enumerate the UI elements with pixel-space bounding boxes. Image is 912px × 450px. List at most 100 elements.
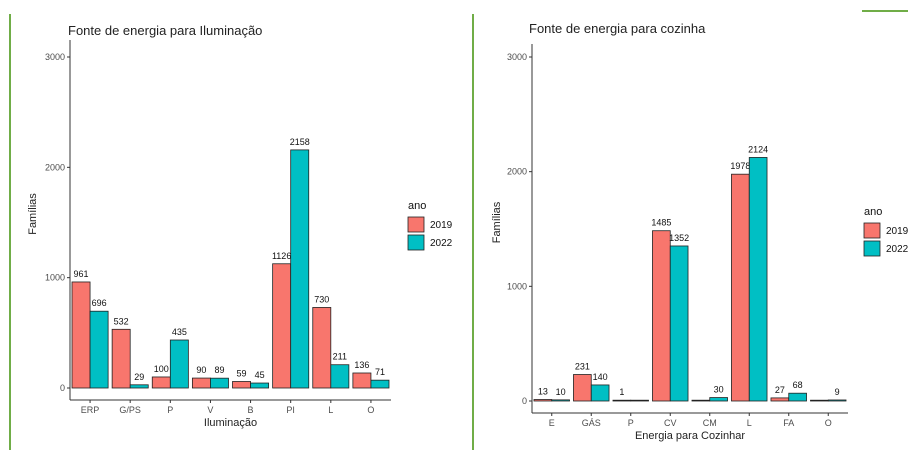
bar-2019 — [111, 328, 131, 389]
lighting-chart: Fonte de energia para Iluminação 0 1000 200… — [27, 23, 453, 429]
x-tick-label: FA — [783, 418, 794, 428]
bar-2019 — [352, 372, 372, 389]
y-tick-label: 2000 — [507, 167, 527, 177]
x-tick-label: CM — [703, 418, 717, 428]
bar-2019 — [612, 399, 632, 402]
bar-2019 — [533, 399, 553, 402]
x-tick-label: B — [248, 405, 254, 415]
y-axis-title: Famílias — [27, 193, 39, 235]
data-label: 1126 — [272, 251, 291, 261]
legend-label-2019: 2019 — [430, 220, 453, 231]
y-tick-label: 1000 — [507, 281, 527, 291]
bar-2019 — [810, 399, 829, 402]
data-label: 1978 — [730, 161, 750, 171]
bar-2019 — [312, 307, 332, 389]
data-label: 90 — [196, 365, 206, 375]
y-tick-label: 1000 — [45, 273, 65, 283]
bar-2022 — [129, 384, 149, 389]
data-label: 730 — [314, 294, 329, 304]
bar-2022 — [250, 382, 270, 389]
top-right-accent-line — [862, 10, 908, 12]
data-label: 211 — [333, 352, 347, 362]
data-label: 140 — [593, 372, 608, 382]
bar-2019 — [151, 376, 171, 389]
data-label: 29 — [134, 372, 144, 382]
data-label: 10 — [556, 387, 566, 397]
data-label: 532 — [114, 316, 129, 326]
y-tick-label: 0 — [60, 383, 65, 393]
bar-2022 — [709, 397, 728, 402]
data-label: 100 — [154, 364, 169, 374]
x-tick-label: O — [825, 418, 832, 428]
data-label: 2124 — [748, 144, 768, 154]
data-label: 1 — [619, 387, 624, 397]
y-tick-label: 0 — [522, 396, 527, 406]
bar-2019 — [272, 263, 292, 389]
bar-2022 — [551, 399, 570, 402]
bar-2022 — [169, 339, 189, 389]
data-label: 30 — [714, 385, 724, 395]
bar-2019 — [691, 399, 711, 402]
divider-line — [472, 14, 474, 450]
y-tick-label: 3000 — [507, 52, 527, 62]
data-label: 231 — [575, 362, 590, 372]
data-label: 27 — [775, 385, 785, 395]
x-tick-label: P — [628, 418, 634, 428]
left-accent-line — [9, 14, 11, 450]
bar-2022 — [89, 310, 109, 389]
chart-title: Fonte de energia para cozinha — [529, 21, 706, 36]
bar-2022 — [210, 377, 229, 389]
x-tick-label: L — [747, 418, 752, 428]
cooking-chart: Fonte de energia para cozinha 0 1000 2000 30… — [491, 21, 909, 442]
data-label: 71 — [375, 367, 385, 377]
legend-label-2022: 2022 — [886, 244, 909, 255]
bar-2022 — [630, 399, 649, 402]
x-tick-label: GÁS — [582, 418, 601, 428]
data-label: 1352 — [669, 233, 689, 243]
data-label: 45 — [255, 370, 265, 380]
x-tick-label: ERP — [81, 405, 100, 415]
legend-swatch-2019 — [863, 222, 881, 239]
bar-2022 — [788, 392, 807, 402]
legend-swatch-2022 — [407, 234, 425, 251]
y-tick-label: 3000 — [45, 52, 65, 62]
data-label: 1485 — [651, 218, 671, 228]
legend-title: ano — [864, 206, 882, 218]
x-tick-label: G/PS — [119, 405, 141, 415]
bar-2022 — [370, 379, 390, 389]
legend-title: ano — [408, 200, 426, 212]
legend-swatch-2022 — [863, 240, 881, 257]
x-tick-label: CV — [664, 418, 677, 428]
data-label: 2158 — [290, 137, 310, 147]
bar-2022 — [827, 399, 847, 402]
chart-title: Fonte de energia para Iluminação — [68, 23, 262, 38]
data-label: 13 — [538, 387, 548, 397]
data-label: 696 — [92, 298, 107, 308]
y-tick-label: 2000 — [45, 162, 65, 172]
bar-2019 — [573, 374, 592, 402]
data-label: 68 — [793, 380, 803, 390]
x-tick-label: E — [549, 418, 555, 428]
bar-2019 — [71, 281, 91, 389]
legend-label-2019: 2019 — [886, 226, 909, 237]
x-tick-label: PI — [286, 405, 295, 415]
data-label: 961 — [74, 269, 89, 279]
x-tick-label: V — [207, 405, 213, 415]
data-label: 136 — [354, 360, 369, 370]
legend-label-2022: 2022 — [430, 238, 453, 249]
x-axis-title: Iluminação — [204, 417, 257, 429]
bar-2019 — [731, 173, 750, 402]
data-label: 89 — [214, 365, 224, 375]
data-label: 9 — [835, 387, 840, 397]
x-tick-label: P — [167, 405, 173, 415]
bar-2022 — [290, 149, 310, 389]
bar-2022 — [669, 245, 689, 402]
bar-2022 — [590, 384, 610, 402]
data-label: 59 — [237, 368, 247, 378]
x-tick-label: O — [367, 405, 374, 415]
bar-2019 — [191, 377, 211, 389]
bar-2019 — [770, 397, 790, 402]
legend-swatch-2019 — [407, 216, 425, 233]
bar-2019 — [652, 230, 671, 402]
x-axis-title: Energia para Cozinhar — [635, 430, 745, 442]
